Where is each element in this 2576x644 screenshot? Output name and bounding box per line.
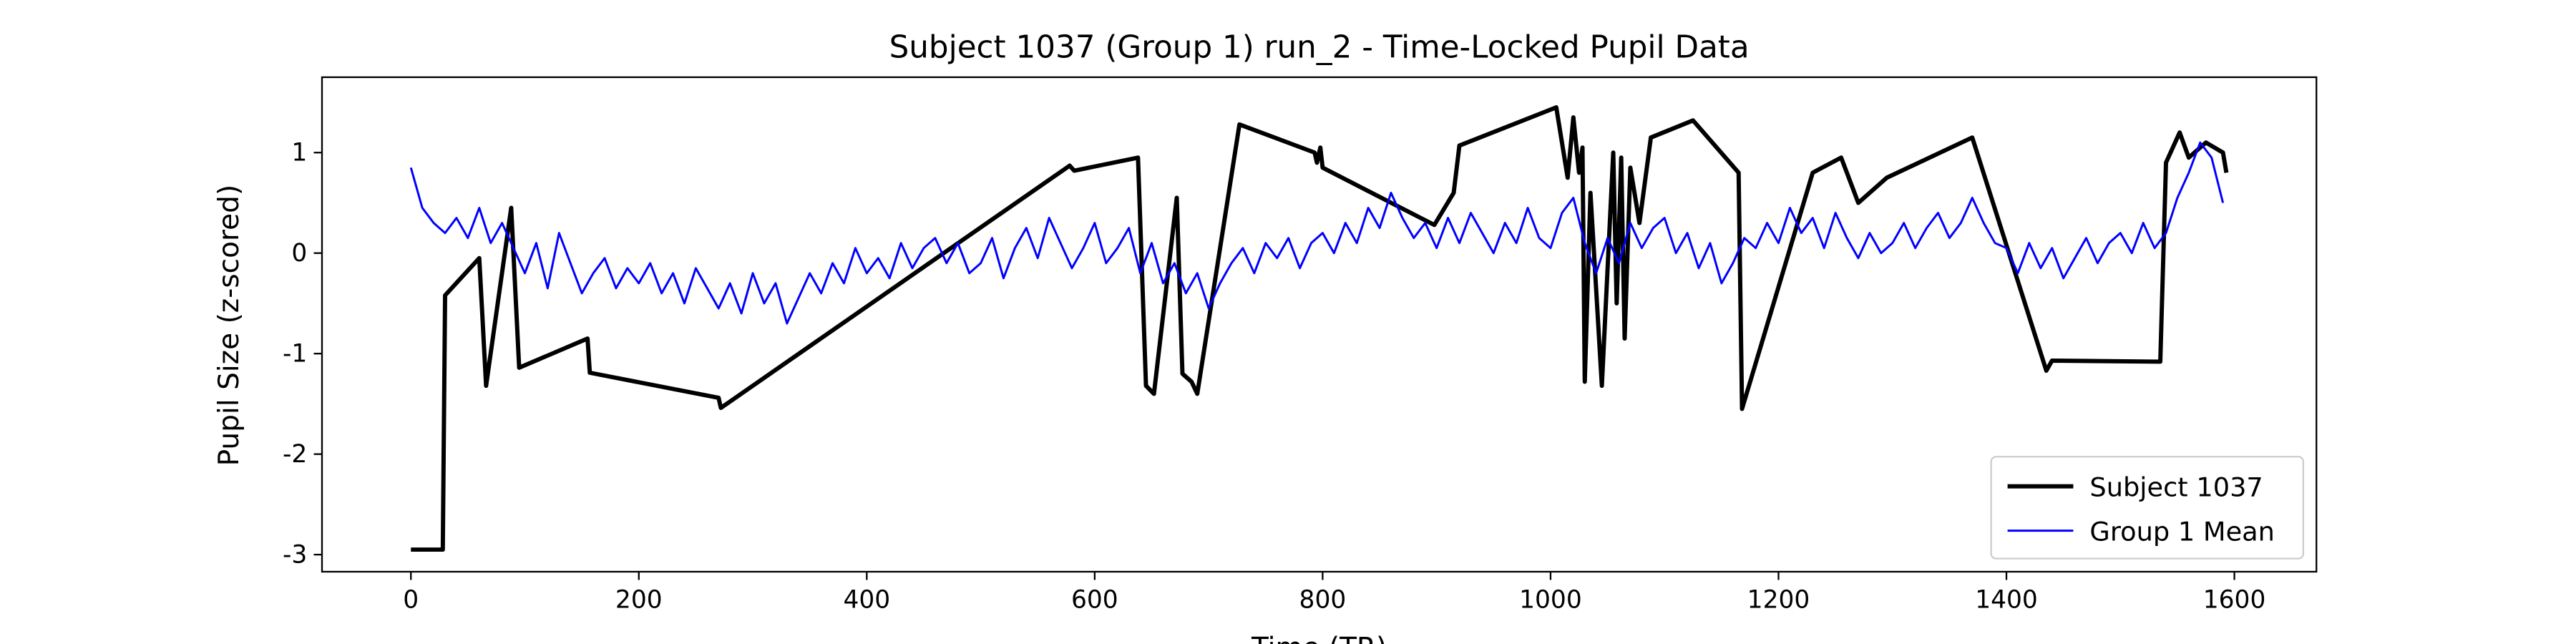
plot-frame — [321, 76, 2318, 573]
legend-label: Subject 1037 — [2089, 472, 2263, 502]
x-tick-label: 1600 — [2203, 585, 2266, 614]
x-tick-label: 1200 — [1747, 585, 1810, 614]
y-tick-label: 0 — [291, 239, 307, 268]
y-tick-label: -2 — [283, 440, 307, 469]
x-tick-label: 200 — [615, 585, 663, 614]
y-tick-label: -3 — [283, 541, 307, 570]
x-tick-label: 1400 — [1975, 585, 2038, 614]
chart-title: Subject 1037 (Group 1) run_2 - Time-Lock… — [889, 29, 1750, 65]
x-tick-label: 800 — [1299, 585, 1347, 614]
y-tick-label: 1 — [291, 139, 307, 167]
x-tick-label: 600 — [1071, 585, 1118, 614]
series-line — [409, 141, 2225, 325]
legend-label: Group 1 Mean — [2089, 516, 2275, 547]
series-line — [411, 105, 2229, 552]
x-tick-label: 0 — [403, 585, 419, 614]
y-axis-label: Pupil Size (z-scored) — [213, 185, 245, 467]
y-tick-label: -1 — [283, 340, 307, 369]
legend-box — [1990, 456, 2305, 560]
x-tick-label: 400 — [843, 585, 890, 614]
x-tick-label: 1000 — [1519, 585, 1582, 614]
x-axis-label: Time (TR) — [1251, 632, 1387, 644]
